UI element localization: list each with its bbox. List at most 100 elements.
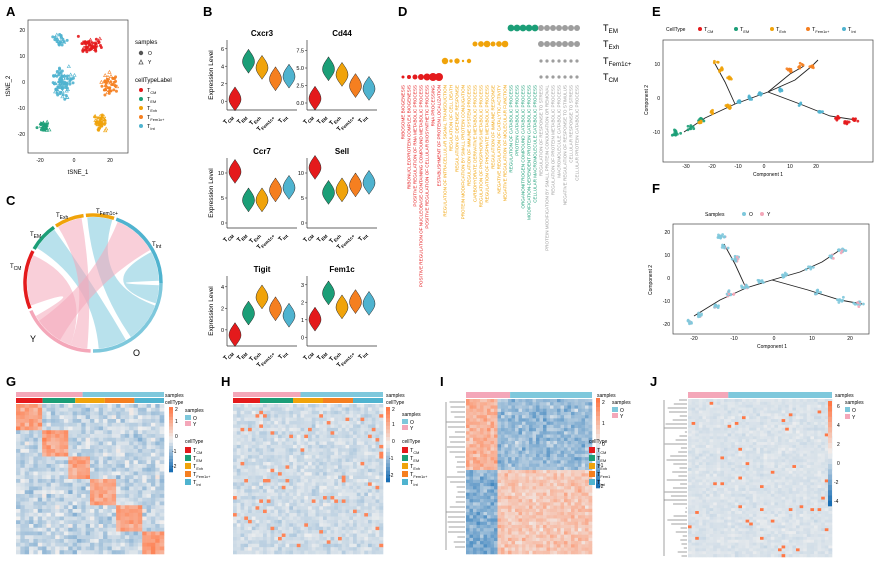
i-heat-cell bbox=[571, 418, 575, 422]
g-heat-cell bbox=[16, 546, 21, 551]
g-heat-cell bbox=[24, 437, 30, 442]
h-heat-cell bbox=[319, 523, 324, 528]
tsne-point bbox=[84, 40, 88, 44]
h-heat-cell bbox=[259, 444, 264, 449]
g-heat-cell bbox=[94, 441, 100, 446]
i-heat-cell bbox=[543, 450, 547, 455]
h-heat-cell bbox=[349, 516, 354, 521]
h-heat-cell bbox=[341, 424, 346, 429]
h-heat-cell bbox=[360, 407, 365, 412]
i-heat-cell bbox=[515, 473, 519, 477]
g-heat-cell bbox=[159, 527, 165, 532]
h-heat-cell bbox=[289, 509, 294, 514]
g-heat-cell bbox=[20, 524, 26, 529]
dot-mark bbox=[461, 59, 465, 63]
g-heat-cell bbox=[46, 486, 52, 491]
g-heat-cell bbox=[20, 527, 26, 532]
g-heat-cell bbox=[137, 449, 143, 454]
g-heat-cell bbox=[24, 524, 30, 529]
g-heat-cell bbox=[72, 535, 78, 540]
h-heat-cell bbox=[233, 461, 238, 466]
i-heat-cell bbox=[508, 463, 512, 468]
h-heat-cell bbox=[326, 417, 331, 422]
i-heat-cell bbox=[567, 424, 572, 429]
h-heat-cell bbox=[289, 519, 294, 524]
i-heat-cell bbox=[553, 424, 558, 429]
i-heat-cell bbox=[476, 444, 481, 448]
i-heat-cell bbox=[483, 463, 488, 468]
trajectory-cell bbox=[723, 246, 726, 250]
h-heat-cell bbox=[308, 444, 313, 449]
i-heat-cell bbox=[539, 440, 544, 445]
i-heat-cell bbox=[564, 402, 568, 406]
i-heat-cell bbox=[508, 447, 512, 451]
i-heat-cell bbox=[522, 405, 526, 409]
g-heat-cell bbox=[155, 452, 160, 457]
h-heat-cell bbox=[341, 482, 346, 487]
h-heat-cell bbox=[251, 506, 256, 510]
h-heat-cell bbox=[251, 410, 256, 415]
h-heat-cell bbox=[259, 489, 264, 493]
g-heat-cell bbox=[107, 479, 113, 484]
tsne-point bbox=[91, 45, 95, 49]
panel-e-frame bbox=[662, 39, 874, 163]
i-heat-cell bbox=[522, 437, 526, 442]
i-heat-cell bbox=[539, 402, 544, 406]
g-heat-cell bbox=[72, 441, 78, 446]
g-heat-cell bbox=[81, 501, 86, 506]
dot-mark bbox=[472, 41, 478, 47]
g-heat-cell bbox=[72, 464, 78, 469]
g-heat-cell bbox=[33, 516, 39, 521]
h-heat-cell bbox=[251, 414, 256, 418]
g-colorbar bbox=[169, 455, 173, 460]
tsne-point-triangle bbox=[68, 72, 73, 77]
tsne-point-triangle bbox=[107, 78, 112, 83]
i-heat-cell bbox=[539, 437, 544, 442]
tsne-point-triangle bbox=[105, 74, 111, 79]
g-heat-cell bbox=[46, 509, 52, 514]
g-heat-cell bbox=[103, 449, 108, 454]
g-heat-cell bbox=[146, 501, 152, 506]
g-heat-cell bbox=[20, 542, 26, 547]
violin-xtick: TInt bbox=[278, 350, 290, 362]
h-heat-cell bbox=[251, 438, 256, 442]
h-heat-cell bbox=[368, 547, 373, 551]
h-heat-cell bbox=[338, 417, 343, 422]
g-heat-cell bbox=[85, 539, 91, 544]
h-heat-cell bbox=[236, 543, 241, 548]
g-heat-cell bbox=[50, 415, 56, 420]
g-heat-cell bbox=[150, 531, 156, 536]
trajectory-cell bbox=[845, 122, 849, 126]
g-heat-cell bbox=[124, 430, 130, 435]
h-heat-cell bbox=[240, 475, 245, 480]
h-heat-cell bbox=[311, 444, 316, 449]
h-heat-cell bbox=[278, 414, 283, 418]
g-heat-cell bbox=[63, 407, 69, 412]
h-heat-cell bbox=[236, 482, 241, 487]
g-heat-cell bbox=[111, 452, 117, 457]
g-heat-cell bbox=[98, 407, 104, 412]
h-heat-cell bbox=[308, 472, 313, 476]
h-heat-cell bbox=[371, 424, 376, 429]
h-heat-cell bbox=[330, 404, 335, 408]
i-heat-cell bbox=[571, 444, 575, 448]
h-heat-cell bbox=[296, 472, 301, 476]
h-heat-cell bbox=[319, 509, 324, 514]
g-heat-cell bbox=[159, 497, 165, 502]
h-heat-cell bbox=[293, 479, 298, 483]
i-heat-cell bbox=[581, 434, 586, 439]
g-heat-cell bbox=[150, 542, 156, 547]
h-heat-cell bbox=[323, 482, 328, 487]
g-heat-cell bbox=[33, 441, 39, 446]
i-heat-cell bbox=[536, 473, 540, 477]
h-heat-cell bbox=[278, 427, 283, 432]
i-heat-cell bbox=[497, 415, 502, 419]
h-heat-cell bbox=[244, 468, 249, 473]
g-heat-cell bbox=[24, 527, 30, 532]
g-heat-cell bbox=[85, 445, 91, 450]
g-heat-cell bbox=[63, 524, 69, 529]
g-heat-cell bbox=[85, 452, 91, 457]
dot-mark bbox=[574, 41, 580, 47]
h-heat-cell bbox=[263, 424, 268, 429]
h-heat-cell bbox=[251, 547, 256, 551]
